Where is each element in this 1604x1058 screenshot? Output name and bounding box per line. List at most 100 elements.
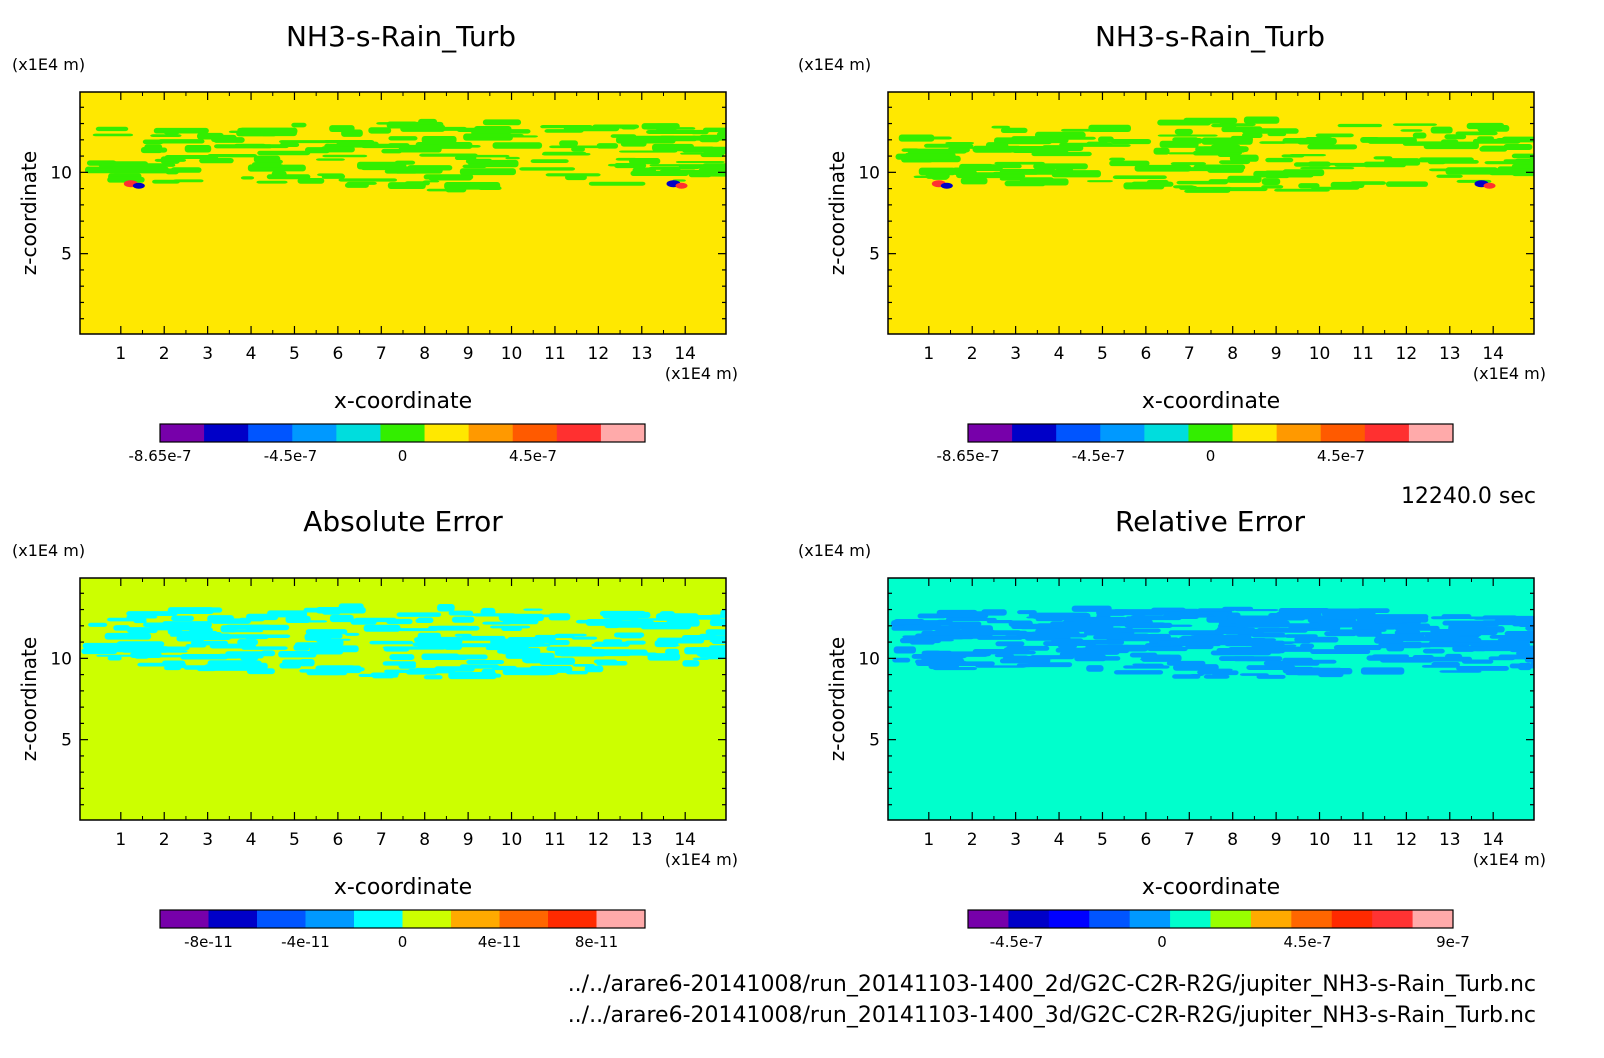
band-cell <box>1456 630 1498 636</box>
band-cell <box>698 168 726 173</box>
x-unit-label: (x1E4 m) <box>665 850 738 869</box>
band-cell <box>185 643 207 648</box>
band-cell <box>135 650 188 653</box>
colorbar-label: 4.5e-7 <box>1317 447 1365 465</box>
band-cell <box>1511 153 1534 159</box>
band-cell <box>253 155 281 163</box>
y-axis-label: z-coordinate <box>825 151 849 275</box>
band-cell <box>163 128 180 135</box>
colorbar-frame <box>967 909 1454 929</box>
band-cell <box>1251 634 1287 638</box>
x-tick-labels: 1 2 3 4 5 6 7 8 9 10 11 12 13 14 <box>115 344 696 364</box>
x-tick-label: 4 <box>1054 344 1065 364</box>
x-tick-label: 3 <box>1010 344 1021 364</box>
y-tick-label: 5 <box>869 245 880 265</box>
x-tick-labels: 1 2 3 4 5 6 7 8 9 10 11 12 13 14 <box>923 830 1504 850</box>
band-cell <box>316 158 345 161</box>
band-cell <box>1357 608 1390 614</box>
band-cell <box>652 143 695 152</box>
band-cell <box>388 136 418 141</box>
band-cell <box>559 140 579 147</box>
band-cell <box>279 140 331 144</box>
x-tick-label: 14 <box>1482 344 1504 364</box>
band-cell <box>927 638 954 642</box>
band-cell <box>423 675 443 680</box>
x-tick-label: 11 <box>544 344 566 364</box>
band-cell <box>1256 627 1308 633</box>
band-cell <box>1193 634 1247 640</box>
band-cell <box>1509 663 1534 669</box>
colorbar-label: -8e-11 <box>184 933 233 951</box>
band-cell <box>184 655 219 659</box>
colorbar-frame <box>159 909 646 929</box>
band-cell <box>320 639 344 647</box>
colorbar-segment <box>248 424 293 442</box>
band-cell <box>521 640 545 645</box>
colorbar-label: 4.5e-7 <box>1283 933 1331 951</box>
x-tick-label: 2 <box>967 830 978 850</box>
colorbar-segment <box>600 424 646 442</box>
band-cell <box>229 629 264 633</box>
colorbar-label: 0 <box>398 447 408 465</box>
band-cell <box>1422 648 1445 654</box>
x-unit-label: (x1E4 m) <box>665 364 738 383</box>
band-cell <box>1532 168 1534 175</box>
x-tick-label: 6 <box>1140 830 1151 850</box>
band-cell <box>251 162 282 168</box>
band-cell <box>1045 163 1087 168</box>
band-cell <box>549 145 608 149</box>
band-cell <box>530 159 569 164</box>
band-cell <box>629 157 661 165</box>
colorbar-frame <box>967 423 1454 443</box>
band-cell <box>1282 137 1317 144</box>
plot-area <box>887 91 1535 335</box>
colorbar-segment <box>380 424 426 442</box>
band-cell <box>680 152 705 155</box>
band-cell <box>368 127 392 134</box>
vortex-core <box>132 182 145 189</box>
band-cell <box>111 166 169 174</box>
band-cell <box>1166 660 1206 666</box>
colorbar-segment <box>1144 424 1189 442</box>
band-cell <box>995 641 1025 647</box>
tick-marks <box>888 578 1534 820</box>
band-cell <box>437 603 455 612</box>
band-cell <box>1243 116 1280 124</box>
x-tick-label: 13 <box>1439 344 1461 364</box>
band-cell <box>1455 131 1498 136</box>
band-cell <box>584 665 604 673</box>
turbulence-band <box>81 603 726 680</box>
y-tick-label: 5 <box>61 731 72 751</box>
colorbar-segment <box>1320 424 1366 442</box>
colorbar-label: 4e-11 <box>478 933 521 951</box>
band-cell <box>573 646 593 650</box>
band-cell <box>1310 649 1371 655</box>
band-cell <box>96 654 134 657</box>
band-cell <box>338 178 398 182</box>
x-tick-label: 14 <box>1482 830 1504 850</box>
band-cell <box>196 666 246 671</box>
band-cell <box>81 648 118 655</box>
band-cell <box>398 663 417 669</box>
band-cell <box>104 632 152 640</box>
band-cell <box>602 639 623 643</box>
band-cell <box>1084 649 1120 655</box>
x-tick-label: 4 <box>246 830 257 850</box>
band-cell <box>1325 621 1375 627</box>
colorbar-label: -4.5e-7 <box>990 933 1043 951</box>
colorbar: -8.65e-7 -4.5e-7 0 4.5e-7 <box>129 423 646 465</box>
band-cell <box>396 612 442 617</box>
band-cell <box>1367 137 1417 144</box>
band-cell <box>1259 141 1287 144</box>
colorbar-segment <box>160 424 205 442</box>
band-cell <box>445 185 467 193</box>
band-cell <box>354 617 397 623</box>
band-cell <box>456 127 487 132</box>
band-cell <box>509 672 556 675</box>
band-cell <box>154 158 187 162</box>
x-axis-label: x-coordinate <box>1142 389 1280 414</box>
band-cell <box>345 632 360 636</box>
x-tick-label: 2 <box>967 344 978 364</box>
band-cell <box>257 150 311 156</box>
x-axis-label: x-coordinate <box>334 389 472 414</box>
